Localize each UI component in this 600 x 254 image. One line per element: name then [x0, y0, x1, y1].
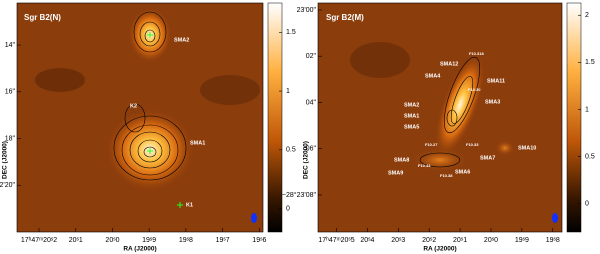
annotation: K1: [186, 202, 193, 208]
annotation: SMA8: [394, 157, 409, 163]
y-tick-label: 12": [5, 0, 16, 2]
annotation: SMA4: [425, 73, 441, 79]
x-tick-label: 20ˢ1: [69, 237, 83, 244]
annotation: SMA12: [440, 61, 458, 67]
y-tick-label: 02": [306, 53, 317, 60]
annotation: F10.44: [418, 163, 431, 168]
y-label: DEC (J2000): [2, 141, 9, 179]
y-tick-label: −28°22'20": [0, 181, 16, 189]
y-tick-label: 16": [5, 89, 16, 96]
annotations: SMA2 SMA1 K2 K1 SMA12 SMA4 SMA11 SMA3 SM…: [130, 37, 536, 208]
colorbar-tick-label: 1.5: [286, 29, 296, 36]
y-tick-label: 06": [306, 146, 317, 153]
colorbar-tick-label: 0: [585, 201, 589, 208]
annotation: SMA1: [190, 140, 205, 146]
panel-title: Sgr B2(N): [24, 13, 61, 22]
y-tick-label: 23'00": [297, 7, 317, 14]
annotation: SMA9: [388, 170, 403, 176]
y-tick-label: 04": [306, 99, 317, 106]
x-tick-label: 20ˢ0: [484, 237, 498, 244]
x-tick-label: 17ʰ47ᵐ20ˢ5: [318, 237, 354, 244]
x-tick-label: 17ʰ47ᵐ20ˢ2: [21, 237, 57, 244]
map-left: [17, 3, 263, 232]
colorbar-tick-label: 2: [585, 12, 589, 19]
x-tick-label: 20ˢ0: [105, 237, 119, 244]
annotation: SMA2: [404, 102, 419, 108]
annotation: SMA7: [480, 155, 495, 161]
colorbar-tick-label: 1: [286, 88, 290, 95]
annotation: SMA10: [518, 145, 536, 151]
annotation: SMA1: [404, 113, 419, 119]
x-label: RA (J2000): [123, 246, 156, 253]
annotation: F10.318: [469, 51, 484, 56]
x-tick-label: 19ˢ9: [142, 237, 156, 244]
annotation: SMA3: [485, 99, 500, 105]
annotation: SMA2: [174, 37, 189, 43]
x-tick-label: 20ˢ1: [453, 237, 467, 244]
x-tick-label: 19ˢ8: [179, 237, 193, 244]
x-tick-label: 19ˢ7: [216, 237, 230, 244]
annotation: K2: [130, 103, 137, 109]
colorbar: [566, 2, 582, 233]
y-tick-label: −28°23'08": [282, 191, 317, 199]
colorbar: [267, 2, 283, 233]
colorbar-tick-label: 0: [286, 205, 290, 212]
y-tick-label: 14": [5, 42, 16, 49]
colorbar-tick-label: 1.5: [585, 59, 595, 66]
x-tick-label: 20ˢ3: [391, 237, 405, 244]
x-tick-label: 20ˢ4: [360, 237, 374, 244]
x-label: RA (J2000): [423, 246, 456, 253]
annotation: F10.38: [440, 173, 453, 178]
map-right: [318, 3, 562, 232]
colorbar-tick-label: 1: [585, 106, 589, 113]
x-tick-label: 19ˢ6: [252, 237, 266, 244]
y-tick-label: 18": [5, 135, 16, 142]
annotation: F10.33: [466, 142, 479, 147]
x-tick-label: 19ˢ8: [546, 237, 560, 244]
annotation: F10.30: [468, 87, 481, 92]
annotation: SMA11: [487, 78, 505, 84]
colorbar-tick-label: 0.5: [585, 153, 595, 160]
x-tick-label: 19ˢ9: [515, 237, 529, 244]
y-label: DEC (J2000): [303, 141, 310, 179]
annotation: SMA6: [455, 169, 470, 175]
x-tick-label: 20ˢ2: [422, 237, 436, 244]
annotation: SMA5: [404, 124, 419, 130]
colorbar-tick-label: 0.5: [286, 147, 296, 154]
annotation: F10.27: [425, 142, 438, 147]
panel-title: Sgr B2(M): [326, 13, 364, 22]
